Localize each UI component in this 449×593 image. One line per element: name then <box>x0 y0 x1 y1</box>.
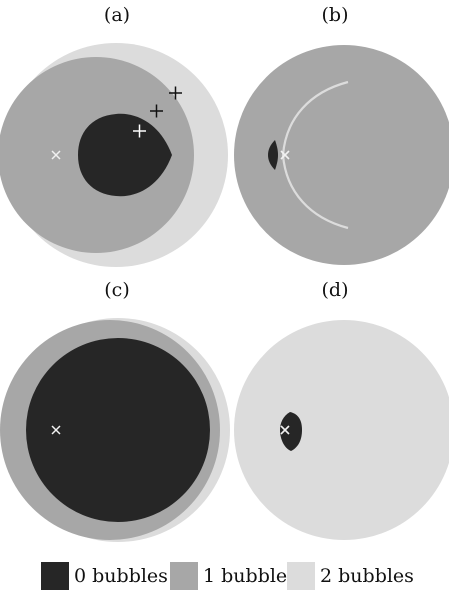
legend-label-2-bubbles: 2 bubbles <box>320 565 414 587</box>
legend: 0 bubbles 1 bubble 2 bubbles <box>0 558 449 592</box>
legend-swatch-2-bubbles <box>287 562 315 590</box>
panel-c-label: (c) <box>104 279 130 301</box>
panel-c-diagram <box>0 318 230 542</box>
panel-d-two-bubble-disk <box>234 320 449 540</box>
panel-b-diagram <box>234 45 449 265</box>
panel-d-diagram <box>234 320 449 540</box>
panel-b-one-bubble-disk <box>234 45 449 265</box>
panel-d-zero-bubble-region <box>280 412 302 451</box>
panel-b-center-marker <box>280 150 290 160</box>
panel-a: (a) <box>0 0 228 290</box>
panel-a-plus-marker-1 <box>133 124 146 138</box>
panel-d-center-marker <box>280 425 290 435</box>
legend-label-0-bubbles: 0 bubbles <box>74 565 168 587</box>
panel-c: (c) <box>0 275 230 565</box>
panel-a-plus-marker-2 <box>150 104 163 118</box>
panel-a-plus-marker-3 <box>169 86 182 100</box>
panel-b: (b) <box>230 0 449 290</box>
panel-a-zero-bubble-region <box>78 113 172 197</box>
panel-c-center-marker <box>51 425 61 435</box>
legend-label-1-bubble: 1 bubble <box>203 565 288 587</box>
panel-b-two-bubble-arc <box>281 80 349 230</box>
legend-swatch-1-bubble <box>170 562 198 590</box>
panel-d: (d) <box>230 275 449 565</box>
panel-c-zero-bubble-region <box>26 338 210 522</box>
panel-a-diagram <box>0 43 228 267</box>
panel-a-label: (a) <box>103 4 131 26</box>
panel-b-label: (b) <box>321 4 349 26</box>
panel-d-label: (d) <box>321 279 349 301</box>
legend-swatch-0-bubbles <box>41 562 69 590</box>
panel-a-center-marker <box>51 150 61 160</box>
panel-b-zero-bubble-region <box>268 140 278 170</box>
